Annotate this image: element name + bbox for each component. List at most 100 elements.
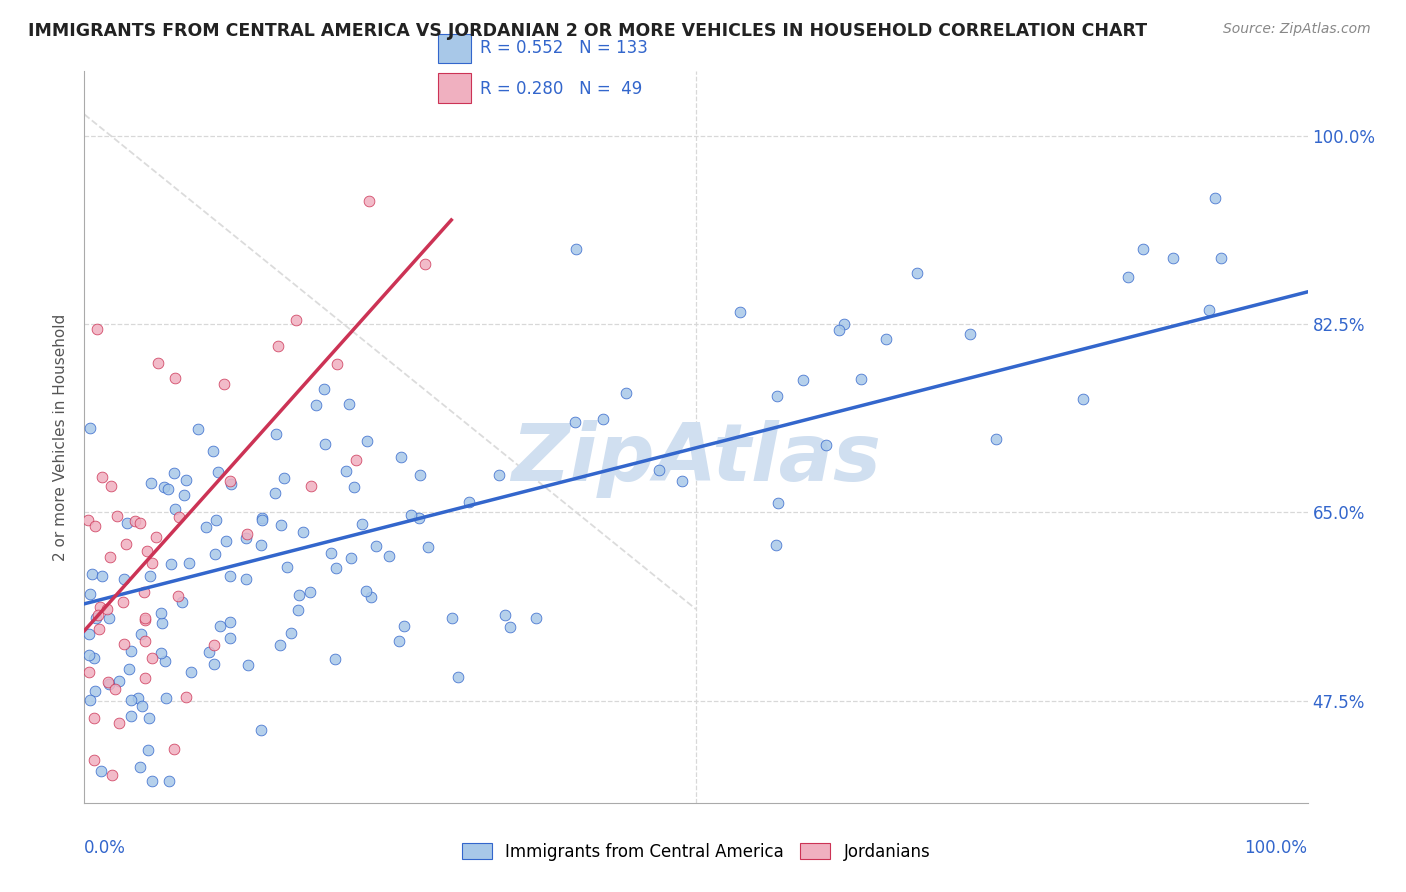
Immigrants from Central America: [177, 556, 200, 570]
Immigrants from Central America: [264, 486, 287, 500]
Jordanians: [176, 690, 198, 704]
Immigrants from Central America: [155, 654, 177, 668]
Immigrants from Central America: [77, 648, 100, 662]
Immigrants from Central America: [399, 508, 422, 522]
Immigrants from Central America: [494, 608, 516, 623]
Immigrants from Central America: [202, 657, 225, 672]
Immigrants from Central America: [218, 632, 240, 646]
Immigrants from Central America: [766, 496, 789, 510]
Immigrants from Central America: [765, 538, 787, 552]
Immigrants from Central America: [157, 482, 180, 496]
Jordanians: [124, 515, 146, 529]
Immigrants from Central America: [323, 651, 346, 665]
Jordanians: [267, 339, 290, 353]
Immigrants from Central America: [198, 645, 221, 659]
Jordanians: [114, 537, 136, 551]
Immigrants from Central America: [219, 615, 242, 629]
Jordanians: [96, 602, 118, 616]
Jordanians: [76, 513, 98, 527]
Immigrants from Central America: [187, 422, 209, 436]
Jordanians: [104, 682, 127, 697]
Immigrants from Central America: [149, 606, 172, 620]
Immigrants from Central America: [350, 517, 373, 532]
Immigrants from Central America: [408, 511, 430, 525]
Immigrants from Central America: [671, 474, 693, 488]
Immigrants from Central America: [170, 595, 193, 609]
Y-axis label: 2 or more Vehicles in Household: 2 or more Vehicles in Household: [53, 313, 69, 561]
Immigrants from Central America: [766, 389, 789, 403]
Immigrants from Central America: [120, 692, 142, 706]
Immigrants from Central America: [1116, 270, 1139, 285]
Immigrants from Central America: [288, 589, 311, 603]
Immigrants from Central America: [305, 398, 328, 412]
Immigrants from Central America: [339, 396, 361, 410]
Jordanians: [98, 549, 121, 564]
Immigrants from Central America: [792, 373, 814, 387]
Bar: [437, 73, 471, 103]
Immigrants from Central America: [83, 651, 105, 665]
Immigrants from Central America: [270, 518, 292, 533]
Immigrants from Central America: [875, 332, 897, 346]
Immigrants from Central America: [159, 558, 181, 572]
Jordanians: [134, 611, 156, 625]
Immigrants from Central America: [79, 627, 101, 641]
Jordanians: [100, 768, 122, 782]
Immigrants from Central America: [79, 586, 101, 600]
Immigrants from Central America: [834, 317, 856, 331]
Text: R = 0.552   N = 133: R = 0.552 N = 133: [481, 39, 648, 57]
Jordanians: [163, 741, 186, 756]
Immigrants from Central America: [447, 670, 470, 684]
Immigrants from Central America: [986, 432, 1008, 446]
Jordanians: [141, 651, 163, 665]
Immigrants from Central America: [298, 584, 321, 599]
Jordanians: [84, 518, 107, 533]
Immigrants from Central America: [273, 471, 295, 485]
Immigrants from Central America: [208, 618, 231, 632]
Jordanians: [91, 470, 114, 484]
Jordanians: [83, 753, 105, 767]
Immigrants from Central America: [80, 566, 103, 581]
Immigrants from Central America: [90, 764, 112, 778]
Jordanians: [112, 595, 135, 609]
Immigrants from Central America: [356, 434, 378, 448]
Immigrants from Central America: [173, 488, 195, 502]
Immigrants from Central America: [335, 464, 357, 478]
Immigrants from Central America: [139, 569, 162, 583]
Immigrants from Central America: [409, 467, 432, 482]
Jordanians: [100, 478, 122, 492]
Jordanians: [83, 711, 105, 725]
Jordanians: [105, 508, 128, 523]
Immigrants from Central America: [360, 590, 382, 604]
Immigrants from Central America: [440, 611, 463, 625]
Immigrants from Central America: [155, 691, 177, 706]
Immigrants from Central America: [115, 516, 138, 530]
Immigrants from Central America: [90, 569, 112, 583]
Immigrants from Central America: [458, 495, 481, 509]
Immigrants from Central America: [905, 266, 928, 280]
Immigrants from Central America: [354, 583, 377, 598]
Immigrants from Central America: [165, 502, 187, 516]
Jordanians: [141, 556, 163, 570]
Immigrants from Central America: [219, 476, 242, 491]
Immigrants from Central America: [138, 711, 160, 725]
Immigrants from Central America: [207, 465, 229, 479]
Jordanians: [299, 479, 322, 493]
Immigrants from Central America: [249, 538, 271, 552]
Immigrants from Central America: [131, 627, 153, 641]
Jordanians: [77, 665, 100, 679]
Immigrants from Central America: [219, 569, 242, 583]
Jordanians: [87, 622, 110, 636]
Immigrants from Central America: [250, 511, 273, 525]
Immigrants from Central America: [152, 480, 174, 494]
Immigrants from Central America: [828, 323, 851, 337]
Immigrants from Central America: [118, 662, 141, 676]
Jordanians: [202, 638, 225, 652]
Immigrants from Central America: [1071, 392, 1094, 406]
Text: Source: ZipAtlas.com: Source: ZipAtlas.com: [1223, 22, 1371, 37]
Text: 0.0%: 0.0%: [84, 839, 127, 857]
Immigrants from Central America: [264, 426, 287, 441]
Immigrants from Central America: [851, 372, 873, 386]
Immigrants from Central America: [378, 549, 401, 563]
Immigrants from Central America: [120, 644, 142, 658]
Immigrants from Central America: [276, 560, 298, 574]
